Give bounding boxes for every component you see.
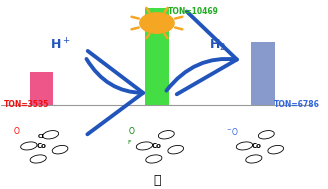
Text: H$_2$: H$_2$ (209, 38, 227, 53)
Bar (30, 72, 53, 105)
Text: TON=3535: TON=3535 (4, 101, 49, 109)
Text: Co: Co (36, 143, 46, 149)
Text: Co: Co (252, 143, 262, 149)
Text: 👍: 👍 (153, 174, 161, 187)
Text: $^-$O: $^-$O (225, 125, 239, 136)
Text: TON=10469: TON=10469 (168, 7, 219, 16)
Bar (252, 42, 275, 105)
FancyArrowPatch shape (87, 51, 143, 134)
FancyArrowPatch shape (166, 12, 237, 94)
Text: O: O (129, 127, 135, 136)
Circle shape (140, 13, 174, 33)
Text: O: O (13, 127, 19, 136)
Text: H$^+$: H$^+$ (50, 38, 71, 53)
Text: F: F (127, 140, 131, 145)
Text: Cl: Cl (38, 134, 45, 139)
Text: TON=6786: TON=6786 (274, 101, 320, 109)
Text: Co: Co (152, 143, 162, 149)
Bar (145, 8, 169, 105)
